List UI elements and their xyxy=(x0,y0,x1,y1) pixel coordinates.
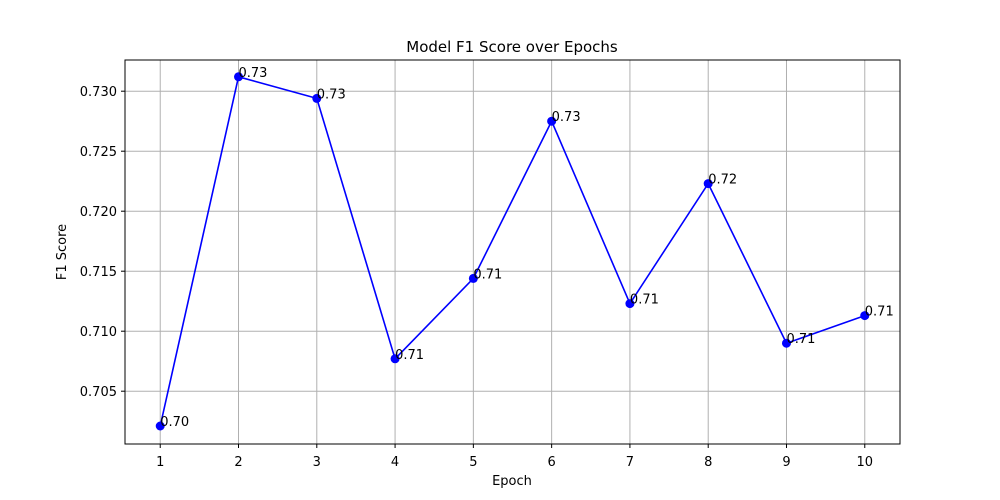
data-points xyxy=(155,72,870,431)
data-point xyxy=(703,179,713,189)
data-point xyxy=(390,354,400,364)
data-point xyxy=(155,421,165,431)
y-tick-label: 0.705 xyxy=(80,385,117,400)
data-point xyxy=(312,93,322,103)
y-axis-ticks: 0.705 0.710 0.715 0.720 0.725 0.730 xyxy=(80,85,125,400)
data-label: 0.71 xyxy=(630,293,659,308)
data-label: 0.70 xyxy=(160,415,189,430)
x-tick-label: 6 xyxy=(548,455,556,470)
data-labels: 0.70 0.73 0.73 0.71 0.71 0.73 0.71 0.72 0.71 0.71 xyxy=(160,66,893,430)
x-tick-label: 2 xyxy=(234,455,242,470)
x-axis-ticks: 1 2 3 4 5 6 7 8 9 10 xyxy=(156,444,873,470)
data-label: 0.73 xyxy=(552,110,581,125)
data-label: 0.72 xyxy=(708,173,737,188)
data-point xyxy=(781,338,791,348)
data-point xyxy=(547,116,557,126)
x-tick-label: 5 xyxy=(469,455,477,470)
y-axis-label: F1 Score xyxy=(55,224,70,280)
x-tick-label: 7 xyxy=(626,455,634,470)
data-point xyxy=(234,72,244,82)
x-tick-label: 8 xyxy=(704,455,712,470)
y-tick-label: 0.715 xyxy=(80,265,117,280)
chart-title: Model F1 Score over Epochs xyxy=(406,38,618,56)
x-axis-label: Epoch xyxy=(492,474,532,489)
x-tick-label: 1 xyxy=(156,455,164,470)
data-point xyxy=(468,273,478,283)
data-label: 0.73 xyxy=(317,87,346,102)
data-label: 0.71 xyxy=(865,305,894,320)
y-tick-label: 0.710 xyxy=(80,325,117,340)
data-label: 0.71 xyxy=(473,267,502,282)
x-tick-label: 4 xyxy=(391,455,399,470)
y-tick-label: 0.720 xyxy=(80,205,117,220)
y-tick-label: 0.730 xyxy=(80,85,117,100)
plot-frame xyxy=(124,59,901,445)
data-label: 0.73 xyxy=(239,66,268,81)
data-label: 0.71 xyxy=(786,332,815,347)
x-tick-label: 3 xyxy=(313,455,321,470)
series-line xyxy=(159,75,866,427)
data-point xyxy=(625,299,635,309)
data-point xyxy=(860,311,870,321)
grid-lines xyxy=(125,60,900,444)
x-tick-label: 9 xyxy=(782,455,790,470)
y-tick-label: 0.725 xyxy=(80,145,117,160)
data-label: 0.71 xyxy=(395,348,424,363)
x-tick-label: 10 xyxy=(856,455,873,470)
